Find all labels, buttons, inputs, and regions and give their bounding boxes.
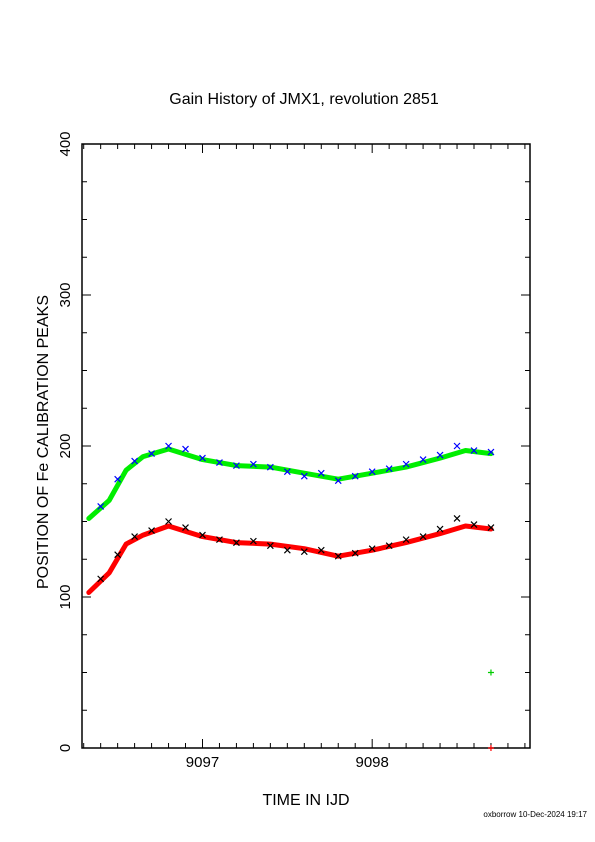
data-point-x (216, 536, 223, 544)
data-point-x (165, 518, 172, 525)
data-point-x (334, 552, 342, 560)
data-point-x (470, 521, 478, 528)
plot-frame (81, 143, 531, 749)
data-point-x (300, 548, 308, 556)
data-point-x (216, 459, 223, 467)
y-tick-label: 0 (57, 744, 74, 752)
axis-ticks (82, 143, 530, 749)
tick-labels: 0 100 200 300 400 9097 9098 (57, 131, 389, 771)
data-point-x (249, 460, 257, 468)
data-point-x (368, 468, 376, 476)
data-point-x (97, 502, 105, 510)
data-point-x (436, 451, 444, 459)
data-point-x (351, 549, 359, 557)
data-point-x (182, 524, 189, 531)
data-point-x (317, 546, 325, 554)
data-point-x (148, 450, 156, 457)
data-point-plus (487, 745, 494, 751)
data-point-x (419, 533, 427, 541)
data-point-x (199, 454, 206, 462)
data-point-x (249, 537, 257, 545)
data-point-x (232, 539, 240, 547)
data-point-x (385, 465, 393, 473)
data-point-x (368, 545, 376, 553)
data-point-plus (487, 669, 494, 676)
data-point-x (283, 468, 291, 476)
y-tick-label: 200 (57, 433, 74, 458)
data-point-x (351, 472, 359, 480)
x-tick-label: 9097 (186, 754, 219, 771)
data-point-x (334, 477, 342, 485)
data-point-x (114, 475, 122, 483)
x-axis-label: TIME IN IJD (262, 792, 349, 809)
data-point-x (148, 527, 156, 534)
data-point-x (182, 445, 189, 453)
data-point-x (131, 533, 139, 541)
y-axis-label: POSITION OF Fe CALIBRATION PEAKS (35, 295, 52, 589)
footer-credit: oxborrow 10-Dec-2024 19:17 (483, 810, 587, 819)
x-tick-label: 9098 (355, 754, 388, 771)
data-point-x (232, 462, 240, 470)
data-point-x (199, 531, 206, 539)
data-point-x (266, 463, 274, 471)
data-point-x (487, 524, 495, 531)
chart-title: Gain History of JMX1, revolution 2851 (169, 91, 439, 108)
data-point-x (453, 515, 461, 522)
data-point-x (266, 542, 274, 550)
data-point-x (402, 536, 410, 544)
y-tick-label: 100 (57, 584, 74, 609)
data-point-x (131, 457, 139, 465)
series-layer (86, 442, 495, 751)
data-point-x (97, 575, 105, 583)
data-point-x (487, 448, 495, 456)
y-tick-label: 300 (57, 282, 74, 307)
series-line (86, 523, 494, 595)
series-line (86, 446, 494, 521)
data-point-x (419, 456, 427, 464)
data-point-x (283, 546, 291, 554)
data-point-x (300, 472, 308, 480)
data-point-x (402, 460, 410, 468)
data-point-x (436, 525, 444, 533)
data-point-x (385, 542, 393, 550)
data-point-x (165, 442, 172, 450)
data-point-x (470, 447, 478, 454)
data-point-x (453, 442, 461, 450)
y-tick-label: 400 (57, 131, 74, 156)
data-point-x (114, 551, 122, 559)
data-point-x (317, 469, 325, 477)
